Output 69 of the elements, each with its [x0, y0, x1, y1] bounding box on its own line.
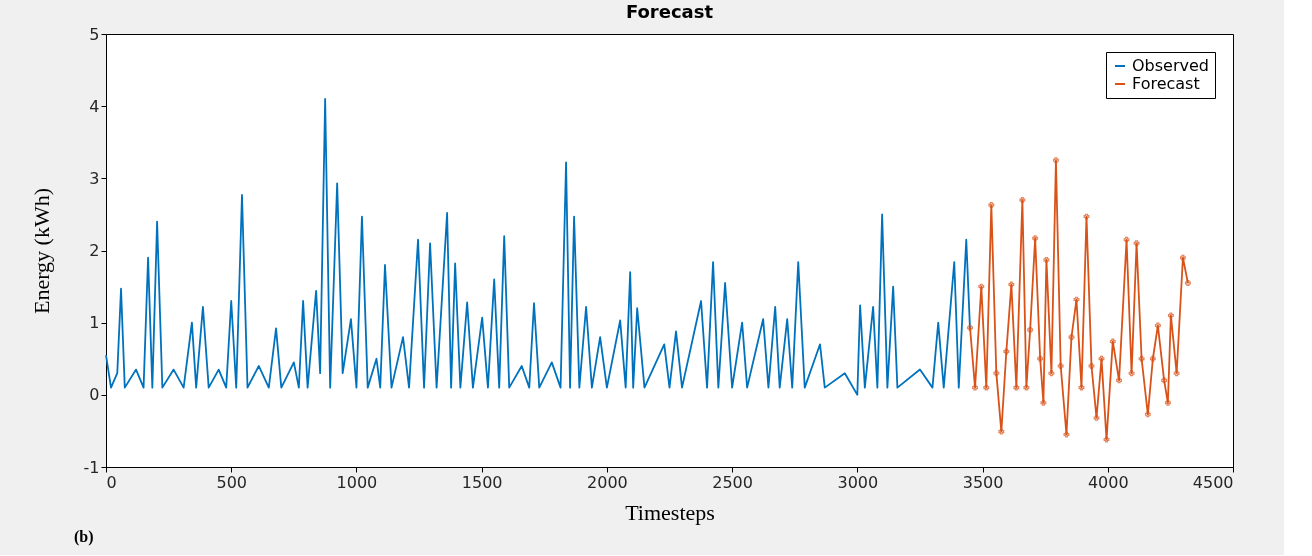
point — [1123, 236, 1130, 243]
point — [1073, 296, 1080, 303]
point — [1116, 377, 1122, 384]
x-tick-label: 500 — [216, 472, 247, 492]
point — [1098, 355, 1105, 362]
point — [1154, 322, 1161, 329]
y-tick-label: 0 — [89, 385, 100, 405]
line-series — [967, 157, 1191, 443]
y-tick-label: 1 — [89, 313, 100, 333]
point — [1057, 363, 1064, 369]
point — [1052, 157, 1059, 164]
x-axis-title: Timesteps — [625, 499, 715, 525]
point — [1027, 326, 1034, 333]
point — [1149, 355, 1156, 362]
point — [1161, 377, 1168, 384]
point — [1103, 436, 1110, 443]
point — [1184, 280, 1191, 286]
point — [1109, 338, 1116, 345]
x-tick-label: 4000 — [1087, 472, 1129, 492]
x-tick-label: 3000 — [837, 472, 879, 492]
point — [1037, 355, 1044, 362]
y-tick-label: 3 — [89, 168, 100, 188]
x-tick-label: 1000 — [336, 472, 378, 492]
point — [1078, 384, 1085, 391]
point — [1003, 348, 1010, 355]
x-tick-label: 2500 — [712, 472, 753, 492]
legend-label: Forecast — [1132, 74, 1200, 93]
y-tick-label: 4 — [89, 96, 100, 116]
point — [1144, 411, 1151, 418]
point — [1088, 363, 1095, 369]
point — [967, 324, 973, 331]
point — [1128, 370, 1135, 377]
y-tick-label: 5 — [89, 24, 100, 44]
point — [1063, 431, 1070, 438]
x-tick-label: 4500 — [1192, 472, 1234, 492]
point — [983, 384, 990, 391]
x-tick-label: 3500 — [962, 472, 1004, 492]
text: (b) — [74, 528, 94, 546]
point — [1179, 254, 1186, 261]
point — [993, 370, 1000, 377]
chart-title: Forecast — [625, 1, 714, 22]
point — [1173, 370, 1180, 377]
point — [1032, 235, 1039, 242]
point — [1023, 384, 1030, 391]
x-tick-label: 1500 — [461, 472, 503, 492]
point — [1093, 414, 1100, 421]
legend-label: Observed — [1132, 56, 1209, 75]
point — [1013, 384, 1020, 391]
point — [1167, 312, 1174, 319]
point — [1068, 334, 1075, 341]
point — [1008, 281, 1015, 288]
y-tick-label: 2 — [89, 241, 100, 260]
point — [1133, 240, 1140, 247]
point — [998, 428, 1005, 435]
point — [972, 384, 978, 391]
x-tick-label: 0 — [106, 472, 117, 492]
point — [1019, 197, 1026, 203]
point — [1048, 370, 1055, 377]
point — [1138, 355, 1145, 362]
point — [1040, 399, 1047, 406]
point — [988, 202, 995, 208]
x-tick-label: 2000 — [587, 472, 628, 492]
line-series — [105, 98, 971, 396]
point — [1083, 213, 1090, 220]
y-axis-title: Energy (kWh) — [28, 187, 54, 315]
y-tick-label: -1 — [83, 457, 100, 477]
point — [1043, 256, 1050, 263]
point — [1164, 399, 1171, 406]
point — [978, 283, 985, 290]
